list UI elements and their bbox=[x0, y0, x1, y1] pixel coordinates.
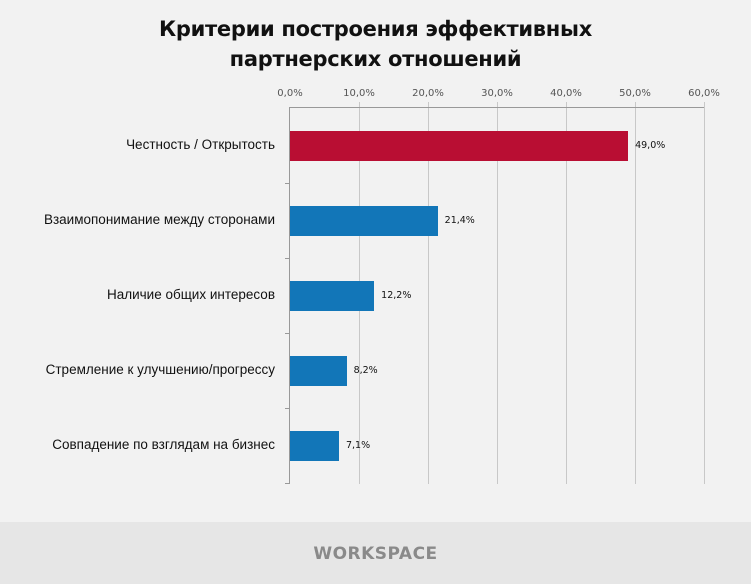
x-tick-label: 50,0% bbox=[619, 88, 651, 99]
gridline bbox=[635, 102, 636, 484]
value-label: 12,2% bbox=[381, 290, 412, 301]
workspace-logo: WORKSPACE bbox=[313, 544, 438, 564]
y-tick bbox=[285, 258, 289, 259]
x-axis bbox=[290, 107, 704, 108]
category-label: Наличие общих интересов bbox=[106, 287, 275, 302]
bar bbox=[290, 281, 375, 311]
y-tick bbox=[285, 333, 289, 334]
value-label: 49,0% bbox=[635, 140, 666, 151]
x-tick-label: 30,0% bbox=[481, 88, 513, 99]
x-tick-label: 10,0% bbox=[343, 88, 375, 99]
y-tick bbox=[285, 408, 289, 409]
category-label: Совпадение по взглядам на бизнес bbox=[52, 437, 275, 452]
chart-title: Критерии построения эффективных партнерс… bbox=[0, 14, 751, 74]
x-tick-label: 60,0% bbox=[688, 88, 720, 99]
value-label: 8,2% bbox=[353, 365, 378, 376]
x-tick-label: 20,0% bbox=[412, 88, 444, 99]
gridline bbox=[497, 102, 498, 484]
category-label: Взаимопонимание между сторонами bbox=[43, 212, 275, 227]
bar bbox=[290, 431, 339, 461]
x-tick-label: 40,0% bbox=[550, 88, 582, 99]
bar bbox=[290, 356, 347, 386]
footer: WORKSPACE bbox=[0, 522, 751, 584]
value-label: 7,1% bbox=[345, 440, 371, 451]
y-tick bbox=[285, 483, 289, 484]
gridline bbox=[428, 102, 429, 484]
bar-chart: 0,0% 10,0% 20,0% 30,0% 40,0% 50,0% 60,0% 49,0% Ч… bbox=[43, 88, 720, 484]
y-axis bbox=[289, 107, 290, 484]
gridline bbox=[566, 102, 567, 484]
chart-title-line-1: Критерии построения эффективных bbox=[159, 17, 592, 41]
bar bbox=[290, 206, 438, 236]
chart-title-line-2: партнерских отношений bbox=[229, 47, 522, 71]
x-tick-label: 0,0% bbox=[277, 88, 303, 99]
category-label: Честность / Открытость bbox=[126, 137, 275, 152]
y-tick bbox=[285, 183, 289, 184]
value-label: 21,4% bbox=[444, 215, 475, 226]
category-label: Стремление к улучшению/прогрессу bbox=[45, 362, 275, 377]
bar bbox=[290, 131, 629, 161]
gridline bbox=[704, 102, 705, 484]
